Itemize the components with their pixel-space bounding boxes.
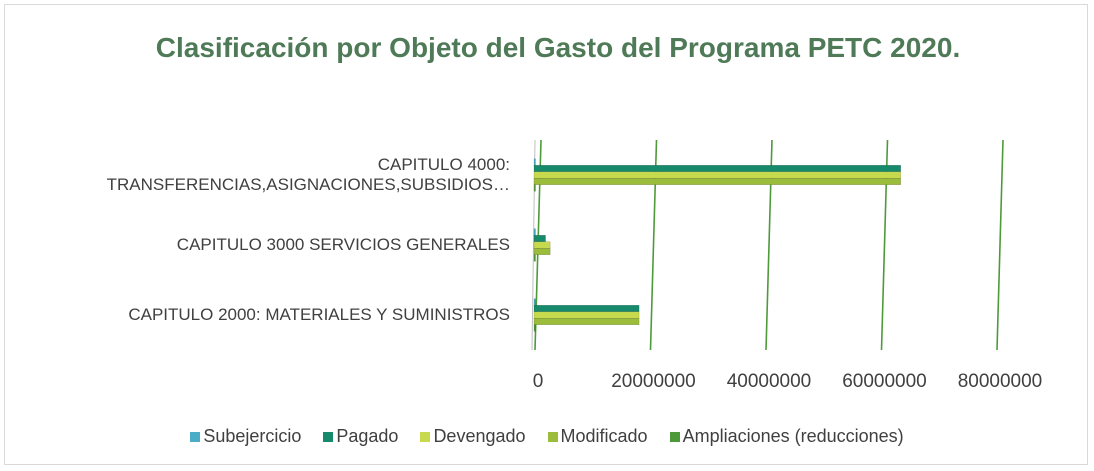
bar [533,241,551,249]
bar [533,171,901,179]
legend-item: Devengado [420,426,526,447]
legend-label: Subejercicio [203,426,302,446]
bar [533,305,640,312]
legend-label: Modificado [560,426,648,446]
legend-swatch [669,431,680,442]
legend-swatch [190,431,201,442]
legend-item: Pagado [323,426,398,447]
legend-item: Ampliaciones (reducciones) [669,426,904,447]
legend-swatch [420,431,431,442]
legend-item: Subejercicio [190,426,301,447]
bar [533,235,546,242]
legend-swatch [547,431,558,442]
legend-label: Ampliaciones (reducciones) [682,426,904,446]
grid-line [996,139,1004,351]
x-tick-label: 40000000 [727,371,812,392]
legend: Subejercicio Pagado Devengado Modificado Amp… [0,426,1094,447]
x-tick-label: 80000000 [958,371,1043,392]
legend-label: Devengado [433,426,526,446]
chart-frame [4,4,1088,465]
bar [533,311,640,319]
bar [533,318,640,325]
bar [533,178,901,185]
bar [533,254,536,262]
category-label: CAPITULO 2000: MATERIALES Y SUMINISTROS [128,305,510,324]
category-label: CAPITULO 3000 SERVICIOS GENERALES [176,235,510,254]
legend-swatch [323,431,334,442]
bar [533,228,536,236]
legend-item: Modificado [547,426,648,447]
bar [533,165,901,172]
bar [533,324,536,332]
legend-label: Pagado [336,426,399,446]
category-label: CAPITULO 4000: TRANSFERENCIAS,ASIGNACION… [106,155,510,194]
x-tick-label: 60000000 [842,371,927,392]
bar [533,184,536,192]
chart-title: Clasificación por Objeto del Gasto del P… [155,32,961,63]
bar [533,248,551,255]
x-tick-label: 0 [533,371,544,392]
bar [533,298,536,306]
bar [533,158,536,166]
x-tick-label: 20000000 [611,371,696,392]
